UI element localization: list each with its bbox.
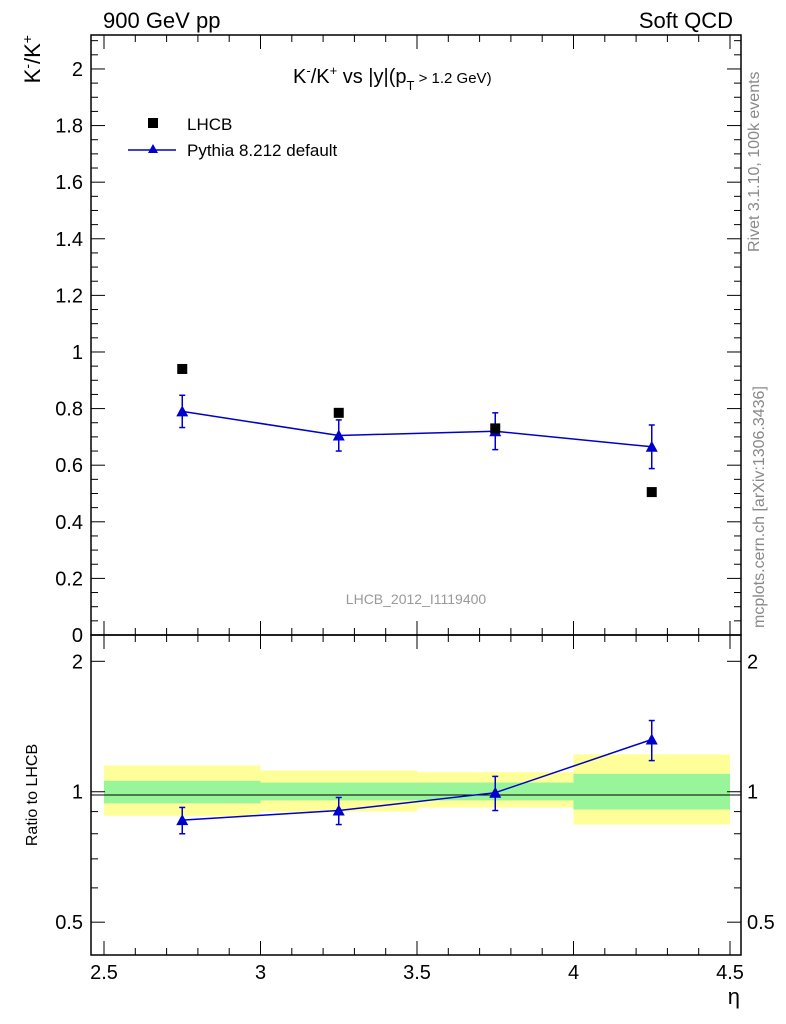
legend-lhcb-label: LHCB xyxy=(187,115,232,134)
ratio-data xyxy=(176,719,658,835)
xtick-label: 2.5 xyxy=(90,962,118,984)
ratio-ytick-label-right: 0.5 xyxy=(747,912,775,934)
main-ytick-label: 1.6 xyxy=(55,172,83,194)
ratio-ytick-label-right: 1 xyxy=(747,782,758,804)
x-axis-label: η xyxy=(728,984,740,1009)
legend-lhcb-marker xyxy=(148,118,158,128)
ratio-pythia-point xyxy=(645,733,658,745)
main-ytick-label: 0 xyxy=(72,625,83,647)
pythia-point xyxy=(645,440,658,452)
ratio-bands xyxy=(104,754,730,825)
ratio-pythia-point xyxy=(176,814,189,826)
plot-title: K-/K+ vs |y|(pT > 1.2 GeV) xyxy=(293,63,492,93)
main-ytick-label: 2 xyxy=(72,59,83,81)
main-ytick-label: 1.8 xyxy=(55,116,83,138)
main-axis-ticks: 0 0.2 0.4 0.6 0.8 1 1.2 1.4 1.6 1.8 2 xyxy=(55,40,741,647)
ratio-ytick-label-left: 1 xyxy=(72,782,83,804)
analysis-watermark: LHCB_2012_I1119400 xyxy=(346,591,487,607)
main-ytick-label: 0.4 xyxy=(55,512,83,534)
ratio-band-inner xyxy=(260,782,417,801)
pythia-point xyxy=(176,405,189,417)
xtick-label: 4.5 xyxy=(716,962,744,984)
ratio-frame xyxy=(90,634,742,956)
lhcb-point xyxy=(177,363,188,374)
ratio-ytick-label-left: 2 xyxy=(72,651,83,673)
pythia-line xyxy=(182,410,652,448)
main-ytick-label: 1 xyxy=(72,342,83,364)
xtick-label: 3 xyxy=(255,962,266,984)
ratio-band-inner xyxy=(104,780,261,804)
rivet-info: Rivet 3.1.10, 100k events xyxy=(746,71,763,252)
ratio-pythia-point xyxy=(332,804,345,816)
xtick-label: 3.5 xyxy=(403,962,431,984)
mcplots-info: mcplots.cern.ch [arXiv:1306.3436] xyxy=(751,386,768,628)
ratio-pythia-line xyxy=(182,738,652,821)
ratio-ytick-label-right: 2 xyxy=(747,651,758,673)
main-ylabel: K-/K+ xyxy=(19,35,45,83)
main-panel: K-/K+ K-/K+ vs |y|(pT > 1.2 GeV) LHCB Py… xyxy=(19,35,741,647)
x-axis-ticks: 2.5 3 3.5 4 4.5 xyxy=(90,35,744,984)
legend-pythia-label: Pythia 8.212 default xyxy=(187,141,338,160)
main-ytick-label: 0.2 xyxy=(55,568,83,590)
lhcb-point xyxy=(646,487,657,498)
main-ytick-label: 0.6 xyxy=(55,455,83,477)
main-data xyxy=(176,363,658,498)
legend: LHCB Pythia 8.212 default xyxy=(128,115,338,160)
xtick-label: 4 xyxy=(568,962,579,984)
ratio-pythia-point xyxy=(489,786,502,798)
legend-pythia-marker xyxy=(148,144,158,153)
main-ytick-label: 1.4 xyxy=(55,229,83,251)
ratio-axis-ticks: 0.5 0.5 1 1 2 2 xyxy=(55,651,775,934)
pythia-point xyxy=(332,429,345,441)
ratio-ytick-label-left: 0.5 xyxy=(55,912,83,934)
lhcb-point xyxy=(333,407,344,418)
main-ytick-label: 0.8 xyxy=(55,399,83,421)
lhcb-point xyxy=(490,423,501,434)
ratio-ylabel: Ratio to LHCB xyxy=(24,744,41,846)
energy-label: 900 GeV pp xyxy=(103,8,220,33)
process-label: Soft QCD xyxy=(639,8,733,33)
ratio-band-inner xyxy=(573,773,730,810)
ratio-panel: Ratio to LHCB 0.5 0.5 1 1 2 2 2.5 3 3.5 4 4.5 η xyxy=(24,35,775,1009)
main-ytick-label: 1.2 xyxy=(55,285,83,307)
